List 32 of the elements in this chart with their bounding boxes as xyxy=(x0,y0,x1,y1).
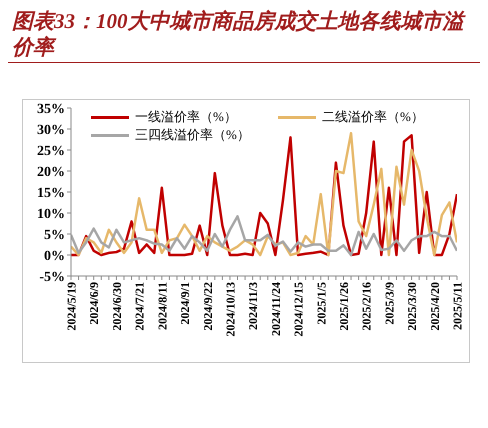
x-tick-label: 2025/1/5 xyxy=(314,282,328,325)
x-tick-label: 2025/5/11 xyxy=(450,282,465,330)
y-tick-label: 0% xyxy=(44,248,65,264)
x-tick-label: 2024/6/30 xyxy=(110,282,124,331)
x-tick-label: 2024/7/21 xyxy=(132,282,147,331)
x-tick-label: 2024/11/3 xyxy=(246,282,260,330)
legend-label: 一线溢价率（%） xyxy=(135,108,237,126)
legend-label: 二线溢价率（%） xyxy=(322,108,424,126)
x-tick-label: 2024/6/9 xyxy=(87,282,102,325)
y-tick-label: 20% xyxy=(37,164,65,180)
x-tick-label: 2024/10/13 xyxy=(223,282,238,337)
x-tick-label: 2025/3/9 xyxy=(382,282,396,325)
x-tick-label: 2024/9/22 xyxy=(200,282,215,331)
x-tick-label: 2024/5/19 xyxy=(64,282,79,331)
x-tick-label: 2025/3/30 xyxy=(405,282,420,331)
line-series xyxy=(71,215,457,256)
legend-label: 三四线溢价率（%） xyxy=(135,126,250,144)
x-tick-label: 2024/9/1 xyxy=(178,282,192,325)
y-tick-label: 25% xyxy=(37,144,65,159)
x-tick-label: 2025/1/26 xyxy=(336,282,351,331)
y-tick-label: 30% xyxy=(37,122,65,138)
x-tick-label: 2024/8/11 xyxy=(155,282,170,330)
y-tick-label: 15% xyxy=(37,186,65,201)
x-tick-label: 2024/12/15 xyxy=(292,282,306,337)
x-tick-label: 2024/11/24 xyxy=(268,282,283,336)
y-tick-label: 10% xyxy=(37,206,65,222)
x-tick-label: 2025/2/16 xyxy=(360,282,374,331)
x-tick-label: 2025/4/20 xyxy=(428,282,442,331)
y-tick-label: -5% xyxy=(39,270,65,285)
chart-title: 图表33：100大中城市商品房成交土地各线城市溢价率 xyxy=(8,8,480,63)
y-tick-label: 5% xyxy=(44,228,65,243)
y-tick-label: 35% xyxy=(37,102,65,117)
